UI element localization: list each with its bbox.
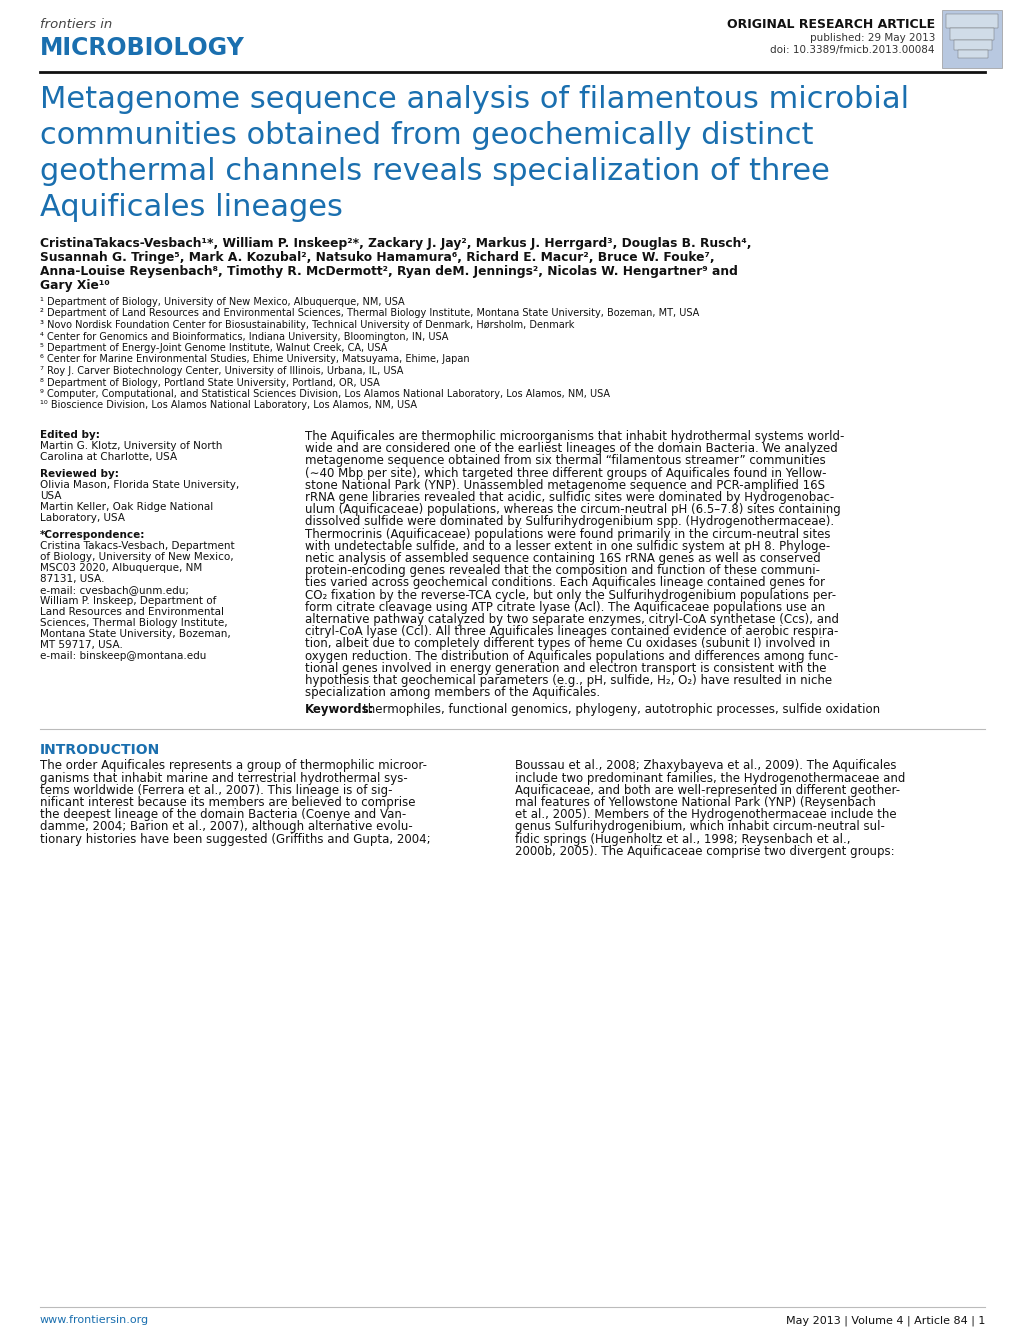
Bar <box>953 40 991 49</box>
Text: Boussau et al., 2008; Zhaxybayeva et al., 2009). The Aquificales: Boussau et al., 2008; Zhaxybayeva et al.… <box>515 760 896 773</box>
Text: William P. Inskeep, Department of: William P. Inskeep, Department of <box>40 595 216 606</box>
Text: e-mail: binskeep@montana.edu: e-mail: binskeep@montana.edu <box>40 651 206 661</box>
Text: Cristina Takacs-Vesbach, Department: Cristina Takacs-Vesbach, Department <box>40 541 234 551</box>
Text: ulum (Aquificaceae) populations, whereas the circum-neutral pH (6.5–7.8) sites c: ulum (Aquificaceae) populations, whereas… <box>305 503 840 517</box>
Text: communities obtained from geochemically distinct: communities obtained from geochemically … <box>40 121 813 150</box>
Text: INTRODUCTION: INTRODUCTION <box>40 744 160 757</box>
Text: Olivia Mason, Florida State University,: Olivia Mason, Florida State University, <box>40 481 239 490</box>
Text: Land Resources and Environmental: Land Resources and Environmental <box>40 607 224 617</box>
Text: www.frontiersin.org: www.frontiersin.org <box>40 1315 149 1326</box>
Text: genus Sulfurihydrogenibium, which inhabit circum-neutral sul-: genus Sulfurihydrogenibium, which inhabi… <box>515 821 884 833</box>
Text: fidic springs (Hugenholtz et al., 1998; Reysenbach et al.,: fidic springs (Hugenholtz et al., 1998; … <box>515 833 850 845</box>
Text: (∼40 Mbp per site), which targeted three different groups of Aquificales found i: (∼40 Mbp per site), which targeted three… <box>305 467 825 479</box>
Text: rRNA gene libraries revealed that acidic, sulfidic sites were dominated by Hydro: rRNA gene libraries revealed that acidic… <box>305 491 834 505</box>
Text: tionary histories have been suggested (Griffiths and Gupta, 2004;: tionary histories have been suggested (G… <box>40 833 430 845</box>
Text: published: 29 May 2013: published: 29 May 2013 <box>809 33 934 43</box>
Text: Metagenome sequence analysis of filamentous microbial: Metagenome sequence analysis of filament… <box>40 85 908 113</box>
Text: doi: 10.3389/fmicb.2013.00084: doi: 10.3389/fmicb.2013.00084 <box>769 45 934 55</box>
Text: ⁹ Computer, Computational, and Statistical Sciences Division, Los Alamos Nationa: ⁹ Computer, Computational, and Statistic… <box>40 388 609 399</box>
Text: with undetectable sulfide, and to a lesser extent in one sulfidic system at pH 8: with undetectable sulfide, and to a less… <box>305 539 829 553</box>
Text: citryl-CoA lyase (Ccl). All three Aquificales lineages contained evidence of aer: citryl-CoA lyase (Ccl). All three Aquifi… <box>305 625 838 638</box>
Text: et al., 2005). Members of the Hydrogenothermaceae include the: et al., 2005). Members of the Hydrogenot… <box>515 808 896 821</box>
Text: alternative pathway catalyzed by two separate enzymes, citryl-CoA synthetase (Cc: alternative pathway catalyzed by two sep… <box>305 613 839 626</box>
Text: Carolina at Charlotte, USA: Carolina at Charlotte, USA <box>40 453 177 462</box>
Text: May 2013 | Volume 4 | Article 84 | 1: May 2013 | Volume 4 | Article 84 | 1 <box>785 1315 984 1326</box>
Text: include two predominant families, the Hydrogenothermaceae and: include two predominant families, the Hy… <box>515 772 905 785</box>
Text: The Aquificales are thermophilic microorganisms that inhabit hydrothermal system: The Aquificales are thermophilic microor… <box>305 430 844 443</box>
Bar <box>942 9 1001 68</box>
Text: ⁵ Department of Energy-Joint Genome Institute, Walnut Creek, CA, USA: ⁵ Department of Energy-Joint Genome Inst… <box>40 343 387 352</box>
Text: Thermocrinis (Aquificaceae) populations were found primarily in the circum-neutr: Thermocrinis (Aquificaceae) populations … <box>305 527 829 541</box>
Text: ¹⁰ Bioscience Division, Los Alamos National Laboratory, Los Alamos, NM, USA: ¹⁰ Bioscience Division, Los Alamos Natio… <box>40 400 417 410</box>
Text: frontiers in: frontiers in <box>40 17 112 31</box>
Text: 87131, USA.: 87131, USA. <box>40 574 104 583</box>
Text: oxygen reduction. The distribution of Aquificales populations and differences am: oxygen reduction. The distribution of Aq… <box>305 650 838 662</box>
Bar <box>949 28 994 40</box>
Text: ⁷ Roy J. Carver Biotechnology Center, University of Illinois, Urbana, IL, USA: ⁷ Roy J. Carver Biotechnology Center, Un… <box>40 366 403 376</box>
Text: metagenome sequence obtained from six thermal “filamentous streamer” communities: metagenome sequence obtained from six th… <box>305 454 825 467</box>
Bar <box>957 49 987 57</box>
Text: Aquificales lineages: Aquificales lineages <box>40 194 342 222</box>
Text: Gary Xie¹⁰: Gary Xie¹⁰ <box>40 279 110 292</box>
Text: ORIGINAL RESEARCH ARTICLE: ORIGINAL RESEARCH ARTICLE <box>727 17 934 31</box>
Text: stone National Park (YNP). Unassembled metagenome sequence and PCR-amplified 16S: stone National Park (YNP). Unassembled m… <box>305 479 824 491</box>
Text: wide and are considered one of the earliest lineages of the domain Bacteria. We : wide and are considered one of the earli… <box>305 442 837 455</box>
Text: CristinaTakacs-Vesbach¹*, William P. Inskeep²*, Zackary J. Jay², Markus J. Herrg: CristinaTakacs-Vesbach¹*, William P. Ins… <box>40 238 751 250</box>
Text: hypothesis that geochemical parameters (e.g., pH, sulfide, H₂, O₂) have resulted: hypothesis that geochemical parameters (… <box>305 674 832 688</box>
Text: 2000b, 2005). The Aquificaceae comprise two divergent groups:: 2000b, 2005). The Aquificaceae comprise … <box>515 845 894 858</box>
Text: tion, albeit due to completely different types of heme Cu oxidases (subunit I) i: tion, albeit due to completely different… <box>305 637 829 650</box>
Text: mal features of Yellowstone National Park (YNP) (Reysenbach: mal features of Yellowstone National Par… <box>515 796 875 809</box>
Text: Martin G. Klotz, University of North: Martin G. Klotz, University of North <box>40 441 222 451</box>
Text: ⁸ Department of Biology, Portland State University, Portland, OR, USA: ⁸ Department of Biology, Portland State … <box>40 378 379 387</box>
Text: damme, 2004; Barion et al., 2007), although alternative evolu-: damme, 2004; Barion et al., 2007), altho… <box>40 821 413 833</box>
Text: ⁶ Center for Marine Environmental Studies, Ehime University, Matsuyama, Ehime, J: ⁶ Center for Marine Environmental Studie… <box>40 355 469 364</box>
Text: MICROBIOLOGY: MICROBIOLOGY <box>40 36 245 60</box>
Text: Aquificaceae, and both are well-represented in different geother-: Aquificaceae, and both are well-represen… <box>515 784 899 797</box>
Text: ⁴ Center for Genomics and Bioinformatics, Indiana University, Bloomington, IN, U: ⁴ Center for Genomics and Bioinformatics… <box>40 331 448 342</box>
Text: Sciences, Thermal Biology Institute,: Sciences, Thermal Biology Institute, <box>40 618 227 627</box>
Text: e-mail: cvesbach@unm.edu;: e-mail: cvesbach@unm.edu; <box>40 585 189 595</box>
Bar <box>945 13 997 28</box>
Text: thermophiles, functional genomics, phylogeny, autotrophic processes, sulfide oxi: thermophiles, functional genomics, phylo… <box>363 704 879 717</box>
Text: specialization among members of the Aquificales.: specialization among members of the Aqui… <box>305 686 599 700</box>
Text: form citrate cleavage using ATP citrate lyase (Acl). The Aquificaceae population: form citrate cleavage using ATP citrate … <box>305 601 824 614</box>
Text: tems worldwide (Ferrera et al., 2007). This lineage is of sig-: tems worldwide (Ferrera et al., 2007). T… <box>40 784 392 797</box>
Text: dissolved sulfide were dominated by Sulfurihydrogenibium spp. (Hydrogenothermace: dissolved sulfide were dominated by Sulf… <box>305 515 834 529</box>
Text: Reviewed by:: Reviewed by: <box>40 469 119 479</box>
Text: Montana State University, Bozeman,: Montana State University, Bozeman, <box>40 629 230 639</box>
Text: ties varied across geochemical conditions. Each Aquificales lineage contained ge: ties varied across geochemical condition… <box>305 577 824 589</box>
Text: geothermal channels reveals specialization of three: geothermal channels reveals specializati… <box>40 158 829 186</box>
Text: tional genes involved in energy generation and electron transport is consistent : tional genes involved in energy generati… <box>305 662 825 674</box>
Text: CO₂ fixation by the reverse-TCA cycle, but only the Sulfurihydrogenibium populat: CO₂ fixation by the reverse-TCA cycle, b… <box>305 589 836 602</box>
Text: Anna-Louise Reysenbach⁸, Timothy R. McDermott², Ryan deM. Jennings², Nicolas W. : Anna-Louise Reysenbach⁸, Timothy R. McDe… <box>40 266 737 278</box>
Text: Keywords:: Keywords: <box>305 704 374 717</box>
Text: MT 59717, USA.: MT 59717, USA. <box>40 639 122 650</box>
Text: protein-encoding genes revealed that the composition and function of these commu: protein-encoding genes revealed that the… <box>305 565 819 577</box>
Text: netic analysis of assembled sequence containing 16S rRNA genes as well as conser: netic analysis of assembled sequence con… <box>305 551 820 565</box>
Text: MSC03 2020, Albuquerque, NM: MSC03 2020, Albuquerque, NM <box>40 563 202 573</box>
Text: Laboratory, USA: Laboratory, USA <box>40 513 125 523</box>
Text: USA: USA <box>40 491 61 501</box>
Text: Edited by:: Edited by: <box>40 430 100 441</box>
Text: ganisms that inhabit marine and terrestrial hydrothermal sys-: ganisms that inhabit marine and terrestr… <box>40 772 408 785</box>
Text: nificant interest because its members are believed to comprise: nificant interest because its members ar… <box>40 796 415 809</box>
Text: ² Department of Land Resources and Environmental Sciences, Thermal Biology Insti: ² Department of Land Resources and Envir… <box>40 308 699 319</box>
Text: Susannah G. Tringe⁵, Mark A. Kozubal², Natsuko Hamamura⁶, Richard E. Macur², Bru: Susannah G. Tringe⁵, Mark A. Kozubal², N… <box>40 251 714 264</box>
Text: the deepest lineage of the domain Bacteria (Coenye and Van-: the deepest lineage of the domain Bacter… <box>40 808 406 821</box>
Text: *Correspondence:: *Correspondence: <box>40 530 146 539</box>
Text: of Biology, University of New Mexico,: of Biology, University of New Mexico, <box>40 551 233 562</box>
Text: ¹ Department of Biology, University of New Mexico, Albuquerque, NM, USA: ¹ Department of Biology, University of N… <box>40 296 405 307</box>
Text: Martin Keller, Oak Ridge National: Martin Keller, Oak Ridge National <box>40 502 213 513</box>
Text: The order Aquificales represents a group of thermophilic microor-: The order Aquificales represents a group… <box>40 760 427 773</box>
Text: ³ Novo Nordisk Foundation Center for Biosustainability, Technical University of : ³ Novo Nordisk Foundation Center for Bio… <box>40 320 574 330</box>
